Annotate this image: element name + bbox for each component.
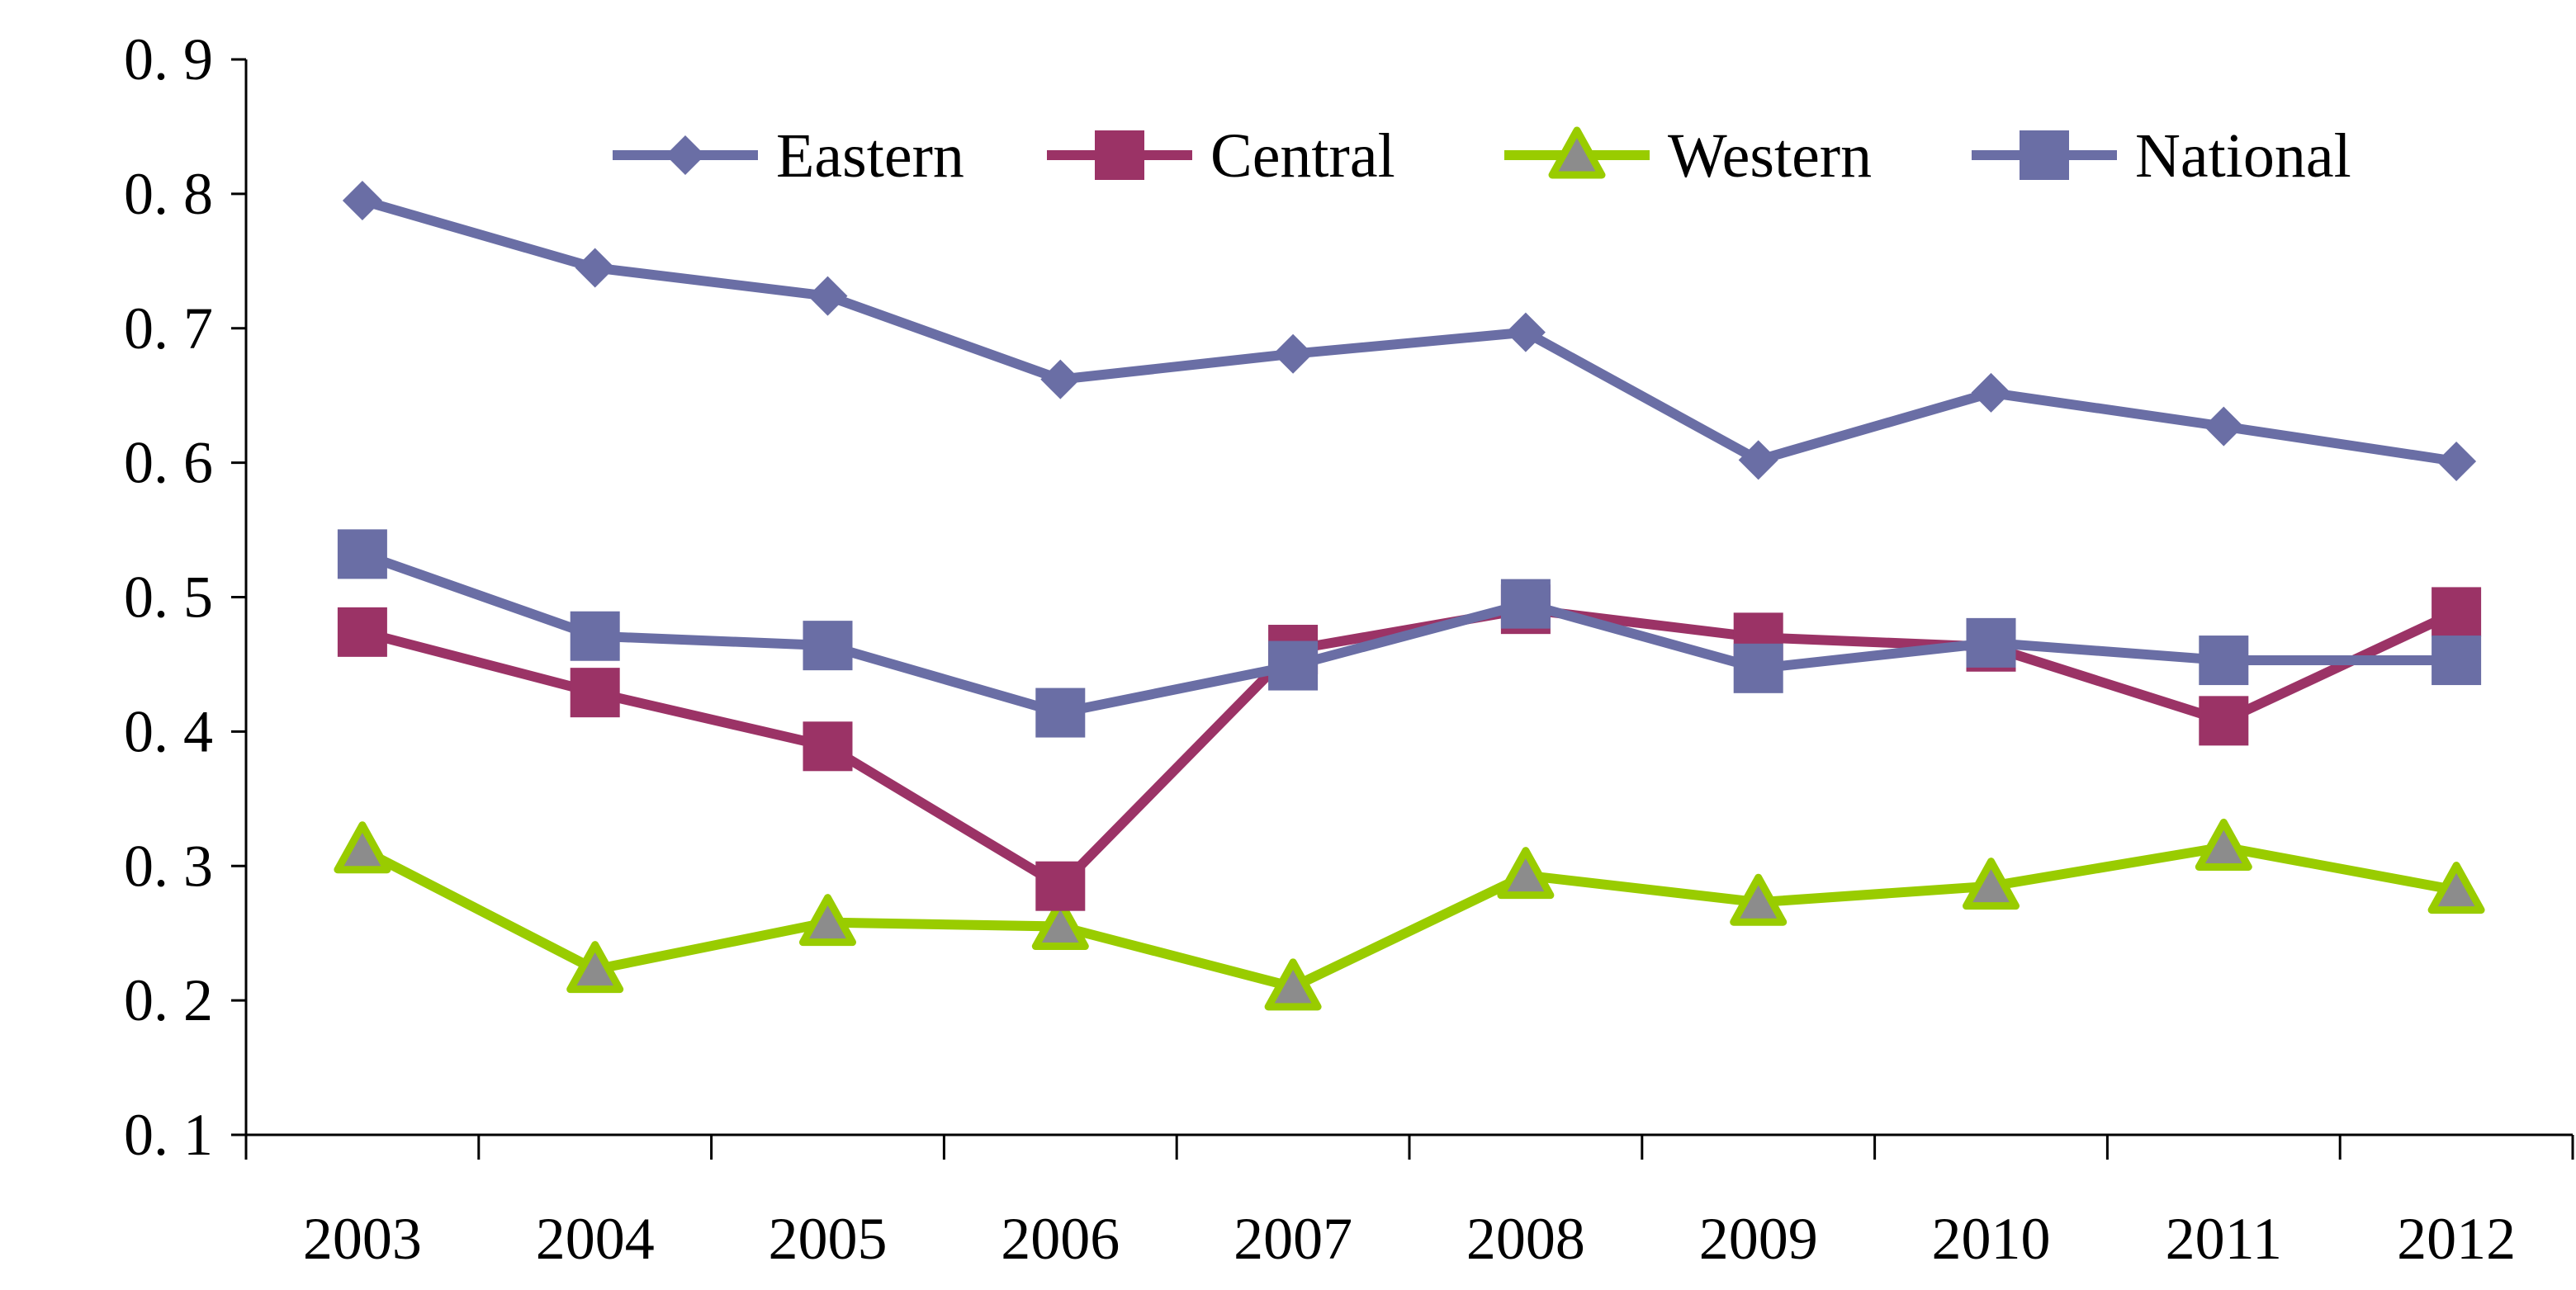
data-point-national bbox=[1966, 617, 2016, 668]
series-line-eastern bbox=[357, 196, 2462, 466]
data-point-eastern bbox=[1738, 440, 1778, 480]
data-point-national bbox=[337, 529, 387, 579]
y-tick-label: 0. 6 bbox=[124, 430, 213, 496]
data-point-national bbox=[2432, 636, 2482, 686]
legend-label-national: National bbox=[2135, 121, 2351, 191]
data-point-eastern bbox=[1040, 359, 1081, 399]
data-point-eastern bbox=[575, 248, 615, 288]
data-point-eastern bbox=[2204, 406, 2244, 447]
x-tick-label: 2004 bbox=[536, 1206, 655, 1272]
data-point-eastern bbox=[1505, 312, 1546, 352]
legend-label-eastern: Eastern bbox=[776, 121, 964, 191]
series-line-central bbox=[357, 604, 2462, 891]
legend-marker-central bbox=[1095, 130, 1144, 180]
data-point-western bbox=[334, 821, 391, 874]
plot-area bbox=[334, 181, 2485, 1011]
data-point-western bbox=[2195, 818, 2252, 871]
data-point-national bbox=[1500, 579, 1551, 629]
x-tick-label: 2003 bbox=[303, 1206, 422, 1272]
x-tick-label: 2005 bbox=[769, 1206, 888, 1272]
legend: Eastern Central Western National bbox=[613, 121, 2351, 191]
data-point-national bbox=[570, 611, 620, 661]
data-point-western bbox=[566, 941, 624, 994]
data-point-western bbox=[799, 894, 856, 947]
x-tick-label: 2007 bbox=[1234, 1206, 1352, 1272]
legend-label-central: Central bbox=[1210, 121, 1395, 191]
series-line-western bbox=[357, 842, 2462, 992]
data-point-eastern bbox=[807, 276, 848, 316]
x-tick-label: 2009 bbox=[1699, 1206, 1818, 1272]
legend-label-western: Western bbox=[1668, 121, 1872, 191]
data-point-national bbox=[2199, 636, 2249, 686]
series-line-national bbox=[357, 549, 2462, 718]
axes: 0. 1 0. 2 0. 3 0. 4 0. 5 0. 6 0. 7 0. 8 0. 9 2003… bbox=[124, 26, 2574, 1272]
data-point-western bbox=[1031, 898, 1089, 951]
x-tick-label: 2006 bbox=[1001, 1206, 1120, 1272]
data-point-western bbox=[2427, 862, 2485, 914]
y-tick-label: 0. 8 bbox=[124, 161, 213, 227]
data-point-central bbox=[1035, 861, 1086, 911]
data-point-eastern bbox=[1971, 372, 2011, 413]
data-point-central bbox=[2432, 587, 2482, 637]
x-tick-label: 2011 bbox=[2166, 1206, 2282, 1272]
y-tick-label: 0. 9 bbox=[124, 26, 213, 92]
x-tick-label: 2008 bbox=[1466, 1206, 1585, 1272]
y-tick-label: 0. 4 bbox=[124, 698, 213, 764]
y-tick-label: 0. 2 bbox=[124, 967, 213, 1033]
data-point-western bbox=[1963, 858, 2020, 910]
legend-marker-western bbox=[1548, 126, 1606, 179]
data-point-national bbox=[1268, 640, 1319, 691]
data-point-eastern bbox=[2436, 441, 2477, 481]
y-tick-label: 0. 1 bbox=[124, 1102, 213, 1168]
x-tick-label: 2012 bbox=[2397, 1206, 2516, 1272]
data-point-national bbox=[1035, 688, 1086, 738]
data-point-central bbox=[803, 721, 853, 772]
data-point-western bbox=[1264, 958, 1322, 1011]
x-tick-label: 2010 bbox=[1932, 1206, 2051, 1272]
y-tick-label: 0. 7 bbox=[124, 295, 213, 361]
data-point-western bbox=[1497, 847, 1555, 900]
legend-marker-national bbox=[2020, 130, 2069, 180]
legend-marker-eastern bbox=[665, 135, 705, 175]
y-tick-label: 0. 5 bbox=[124, 565, 213, 631]
data-point-western bbox=[1730, 873, 1788, 926]
data-point-eastern bbox=[342, 181, 382, 221]
data-point-eastern bbox=[1273, 333, 1314, 374]
data-point-national bbox=[1733, 643, 1783, 693]
y-tick-label: 0. 3 bbox=[124, 833, 213, 899]
data-point-central bbox=[2199, 696, 2249, 746]
data-point-central bbox=[337, 607, 387, 657]
data-point-central bbox=[570, 668, 620, 718]
data-point-national bbox=[803, 621, 853, 671]
